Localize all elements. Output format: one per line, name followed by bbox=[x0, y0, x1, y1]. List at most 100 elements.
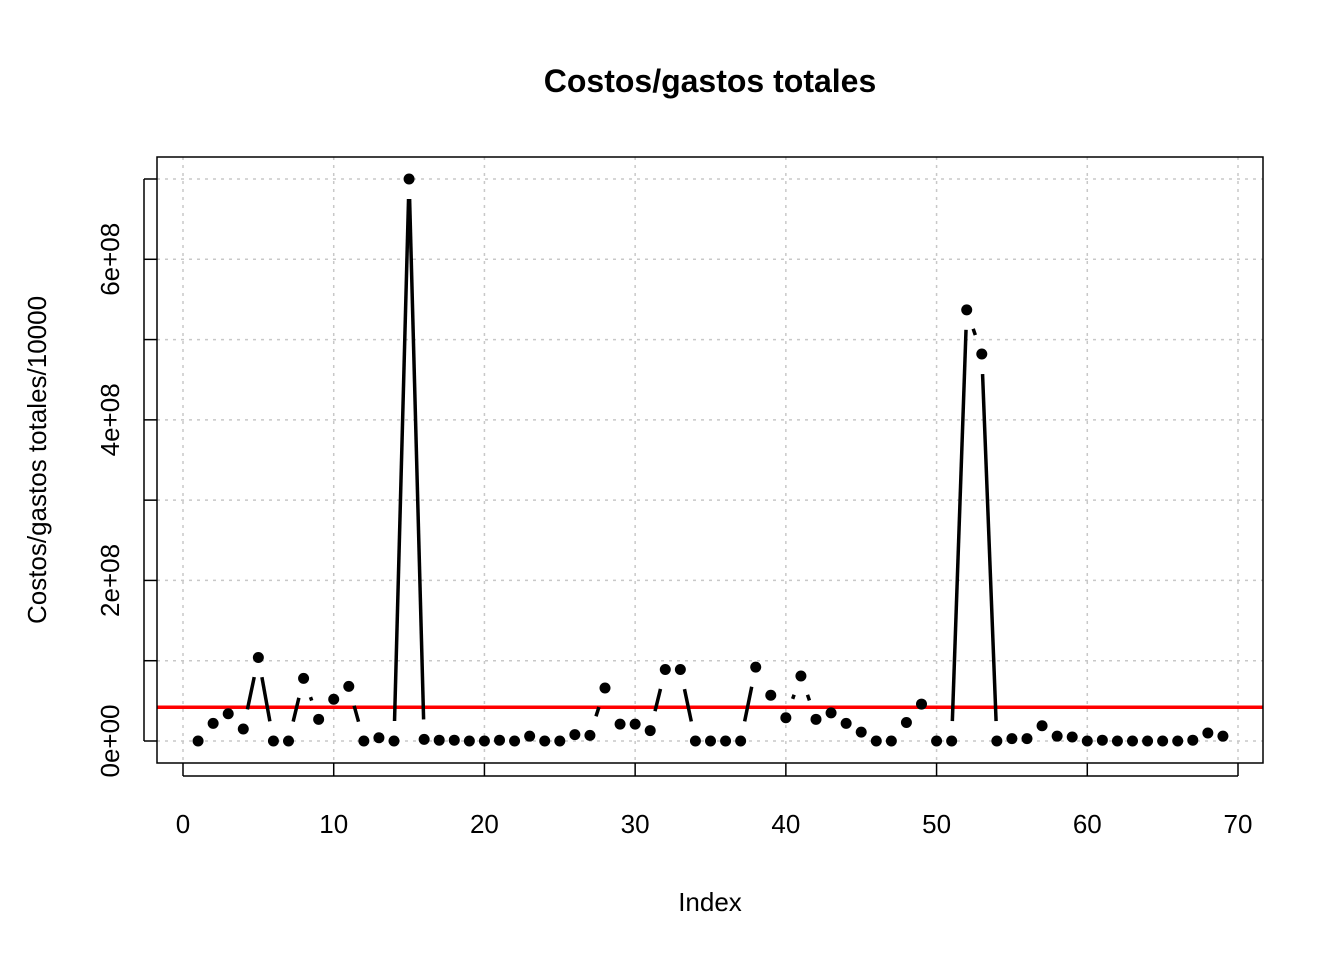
data-point bbox=[1021, 733, 1033, 745]
series-points bbox=[192, 173, 1229, 747]
data-point bbox=[433, 734, 445, 746]
data-point bbox=[765, 689, 777, 701]
series-line-segment bbox=[682, 688, 694, 722]
data-point bbox=[840, 717, 852, 729]
data-point bbox=[298, 672, 310, 684]
data-point bbox=[267, 735, 279, 747]
data-point bbox=[1006, 733, 1018, 745]
data-point bbox=[207, 717, 219, 729]
x-tick-label: 20 bbox=[470, 809, 499, 839]
series-line-segment bbox=[392, 198, 411, 722]
y-axis: 0e+00 2e+08 4e+08 6e+08 bbox=[95, 178, 157, 778]
data-point bbox=[237, 723, 249, 735]
series-lines bbox=[245, 198, 998, 723]
series-line-segment bbox=[805, 694, 812, 702]
data-point bbox=[1096, 734, 1108, 746]
series-line-segment bbox=[352, 705, 361, 723]
data-point bbox=[403, 173, 415, 185]
x-tick-label: 70 bbox=[1224, 809, 1253, 839]
x-tick-label: 10 bbox=[319, 809, 348, 839]
data-point bbox=[976, 348, 988, 360]
data-point bbox=[1127, 735, 1138, 747]
series-line-segment bbox=[742, 686, 754, 722]
data-point bbox=[554, 735, 566, 747]
data-point bbox=[313, 713, 325, 725]
data-point bbox=[705, 735, 716, 747]
series-line-segment bbox=[291, 697, 301, 722]
series-line-segment bbox=[950, 329, 968, 722]
data-point bbox=[328, 693, 340, 705]
data-point bbox=[991, 735, 1003, 747]
data-point bbox=[1111, 735, 1123, 747]
x-tick-label: 0 bbox=[176, 809, 190, 839]
series-line-segment bbox=[791, 694, 796, 700]
data-point bbox=[418, 733, 430, 745]
data-point bbox=[222, 708, 234, 720]
data-point bbox=[1157, 735, 1169, 747]
data-point bbox=[1036, 720, 1048, 732]
data-point bbox=[735, 735, 747, 747]
data-point bbox=[689, 735, 701, 747]
y-tick-label: 4e+08 bbox=[95, 383, 125, 456]
y-tick-label: 2e+08 bbox=[95, 544, 125, 617]
data-point bbox=[644, 725, 656, 737]
data-point bbox=[931, 735, 943, 747]
y-tick-label: 0e+00 bbox=[95, 704, 125, 777]
x-tick-label: 40 bbox=[771, 809, 800, 839]
data-point bbox=[614, 718, 626, 730]
data-point bbox=[795, 670, 807, 682]
series-line-segment bbox=[308, 696, 314, 702]
data-point bbox=[599, 682, 611, 694]
data-point bbox=[1202, 727, 1214, 739]
data-point bbox=[388, 735, 400, 747]
data-point bbox=[584, 729, 596, 741]
y-tick-label: 6e+08 bbox=[95, 223, 125, 296]
series-line-segment bbox=[407, 198, 426, 720]
data-point bbox=[855, 726, 867, 738]
plot-frame bbox=[156, 156, 1264, 764]
data-point bbox=[810, 713, 822, 725]
data-point bbox=[358, 735, 370, 747]
series-line-segment bbox=[245, 676, 256, 710]
data-point bbox=[961, 304, 973, 316]
data-point bbox=[870, 735, 882, 747]
x-axis: 0 10 20 30 40 50 60 70 bbox=[176, 763, 1253, 839]
data-point bbox=[1081, 735, 1093, 747]
data-point bbox=[900, 717, 912, 729]
series-line-segment bbox=[260, 676, 272, 722]
series-line-segment bbox=[980, 373, 998, 722]
grid bbox=[157, 157, 1263, 763]
data-point bbox=[780, 712, 792, 724]
x-axis-label: Index bbox=[678, 887, 742, 917]
data-point bbox=[283, 735, 294, 747]
chart-title: Costos/gastos totales bbox=[544, 63, 877, 99]
data-point bbox=[1172, 735, 1184, 747]
data-point bbox=[1187, 734, 1199, 746]
data-point bbox=[524, 730, 536, 742]
x-tick-label: 50 bbox=[922, 809, 951, 839]
data-point bbox=[343, 680, 355, 692]
data-point bbox=[1217, 730, 1229, 742]
data-point bbox=[825, 707, 837, 719]
data-point bbox=[448, 734, 460, 746]
data-point bbox=[478, 735, 490, 747]
data-point bbox=[569, 729, 581, 741]
data-point bbox=[916, 698, 927, 710]
x-tick-label: 60 bbox=[1073, 809, 1102, 839]
data-point bbox=[192, 735, 204, 747]
data-point bbox=[1051, 730, 1063, 742]
data-point bbox=[509, 735, 521, 747]
data-point bbox=[750, 661, 762, 673]
data-point bbox=[252, 652, 264, 664]
series-line-segment bbox=[653, 688, 663, 712]
data-point bbox=[1066, 731, 1078, 743]
x-tick-label: 30 bbox=[621, 809, 650, 839]
data-point bbox=[629, 718, 641, 730]
series-line-segment bbox=[971, 328, 977, 336]
data-point bbox=[885, 735, 897, 747]
series-line-segment bbox=[594, 706, 601, 717]
data-point bbox=[720, 735, 732, 747]
data-point bbox=[946, 735, 958, 747]
y-axis-label: Costos/gastos totales/10000 bbox=[22, 296, 52, 624]
